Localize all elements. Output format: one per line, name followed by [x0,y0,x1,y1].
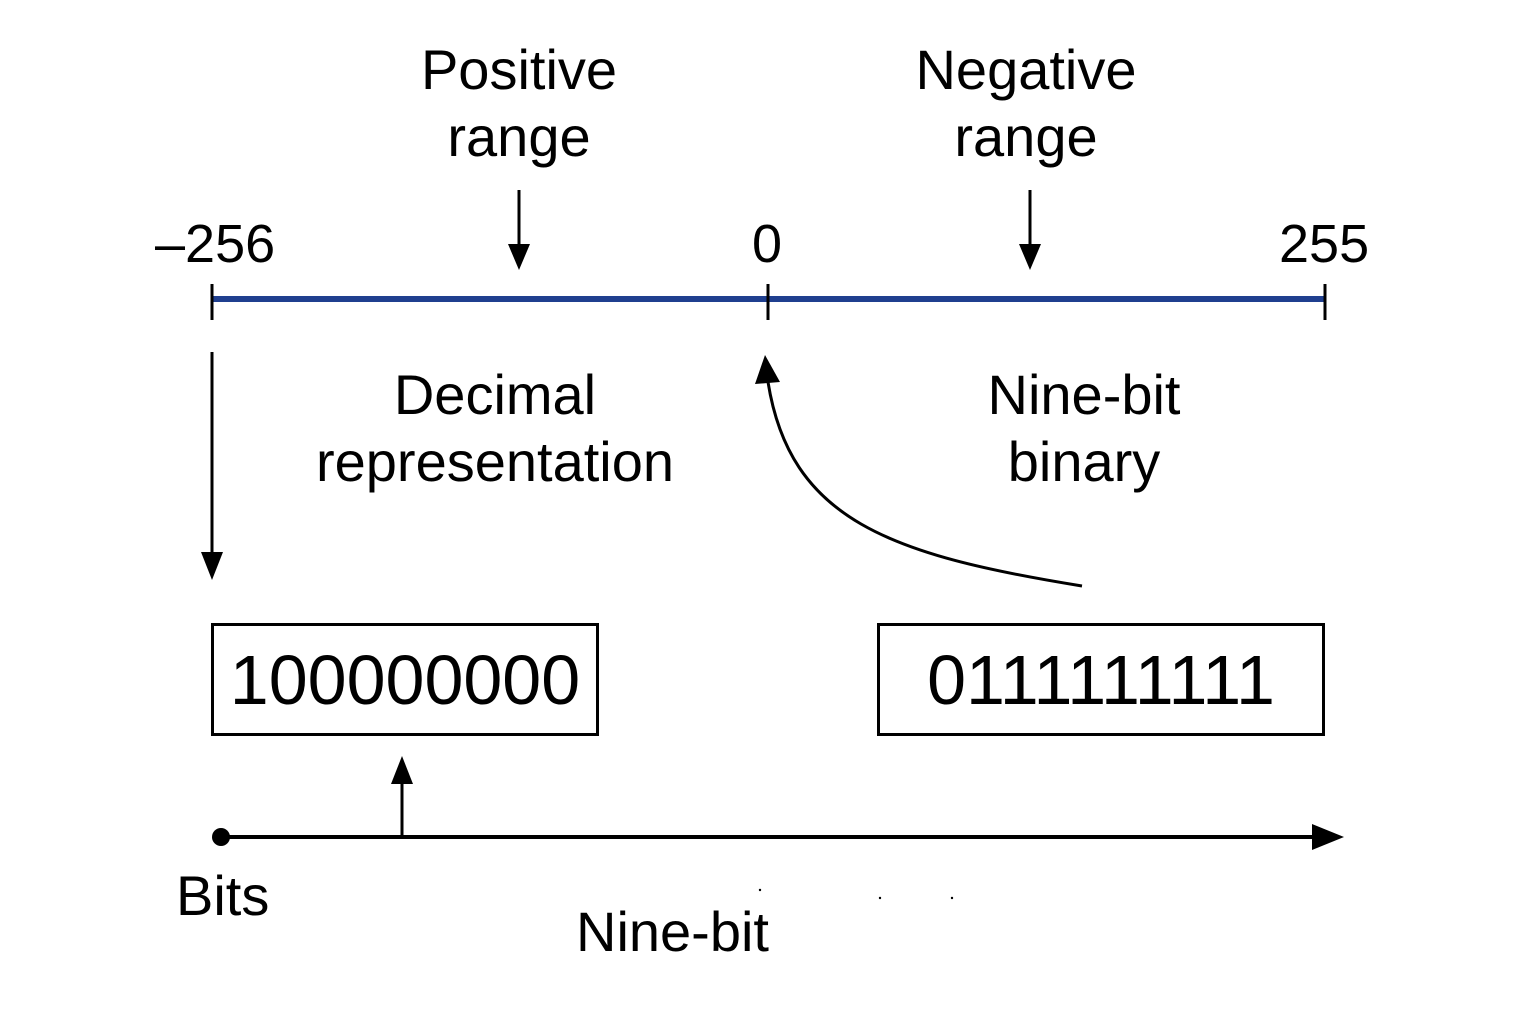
negative-range-heading-line1: Negative [915,38,1137,101]
negative-range-heading-line2: range [954,105,1098,169]
right-value-box: 0111111111 [877,623,1325,736]
tick-label-left: –256 [155,214,276,274]
curved-arrow [766,381,1083,588]
residual-mark [950,896,954,900]
positive-range-heading: Positive range [269,36,769,170]
left-value-text: 100000000 [229,640,581,719]
binary-caption-line1: Nine-bit [987,363,1181,426]
residual-mark [878,896,882,900]
decimal-representation-caption: Decimal representation [245,361,745,495]
negative-range-heading: Negative range [776,36,1276,170]
decimal-caption-line1: Decimal [393,363,597,426]
positive-range-heading-line1: Positive [420,38,618,101]
nine-bit-binary-caption: Nine-bit binary [884,361,1284,495]
decimal-caption-line2: representation [315,430,674,494]
tick-label-right: 255 [1279,214,1370,274]
curved-arrowhead [755,355,780,384]
nine-bit-bottom-label: Nine-bit [576,900,769,963]
bits-axis-arrowhead [1312,824,1344,850]
left-value-box: 100000000 [211,623,599,736]
positive-range-heading-line2: range [447,105,591,169]
right-value-text: 0111111111 [927,640,1275,719]
bits-label: Bits [176,864,270,927]
left-down-arrowhead [201,552,223,580]
residual-mark [758,888,762,892]
binary-caption-line2: binary [1007,430,1161,494]
tick-label-center: 0 [752,214,783,274]
up-arrowhead [391,756,413,784]
negative-range-arrowhead [1019,244,1041,270]
positive-range-arrowhead [508,244,530,270]
